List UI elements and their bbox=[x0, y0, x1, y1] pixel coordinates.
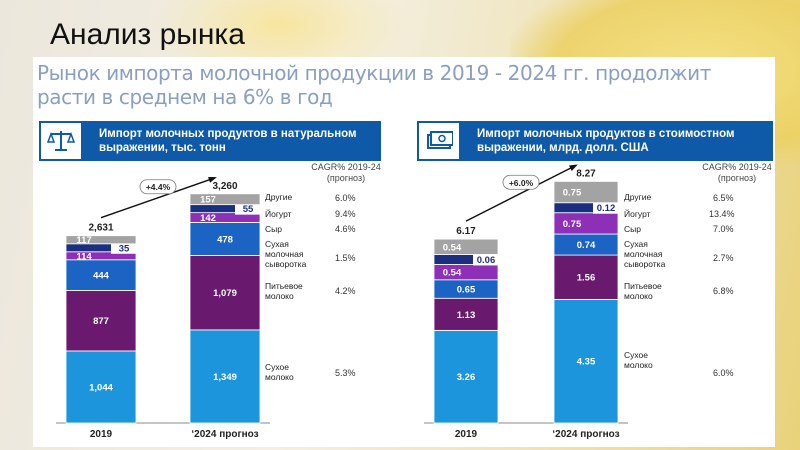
left-growth-arrow bbox=[100, 177, 216, 219]
left-panel-header: Импорт молочных продуктов в натуральном … bbox=[39, 121, 381, 161]
right-legend-other: Другие bbox=[624, 192, 652, 202]
right-label-yogurt-0: 0.06 bbox=[477, 255, 496, 266]
right-cagr-cheese: 7.0% bbox=[713, 224, 734, 234]
left-legend-whey: Сухая молочная сыворотка bbox=[265, 239, 307, 269]
left-yogurt-label-box-1 bbox=[235, 202, 261, 215]
left-bar-whey-0 bbox=[65, 259, 137, 291]
right-label-dry-milk-1: 4.35 bbox=[577, 357, 596, 368]
money-icon bbox=[417, 121, 461, 161]
slide-title: Анализ рынка bbox=[50, 18, 245, 51]
right-cagr-yogurt: 13.4% bbox=[709, 209, 735, 219]
right-category-0: 2019 bbox=[455, 429, 478, 440]
right-value-chart: 3.26 1.13 0.65 0.54 0.06 0.54 6.17 2019 4.35 1.56… bbox=[424, 164, 628, 440]
right-legend-dry-milk: Сухое молоко bbox=[624, 350, 653, 370]
right-yogurt-label-box-0 bbox=[473, 253, 499, 266]
right-bar-other-0 bbox=[433, 238, 499, 255]
right-cagr-header: CAGR% 2019-24 (прогноз) bbox=[702, 162, 772, 183]
left-label-yogurt-1: 55 bbox=[243, 204, 254, 215]
left-label-other-0: 117 bbox=[76, 235, 91, 246]
right-cagr-dry-milk: 6.0% bbox=[713, 368, 734, 378]
left-label-whey-1: 478 bbox=[217, 234, 233, 245]
right-label-cheese-0: 0.54 bbox=[443, 268, 462, 279]
right-growth-arrow bbox=[465, 164, 577, 222]
right-label-other-1: 0.75 bbox=[563, 188, 582, 199]
right-bar-dry-milk-1 bbox=[553, 298, 619, 424]
left-yogurt-label-box-0 bbox=[111, 241, 137, 254]
left-total-1: 3,260 bbox=[212, 181, 237, 192]
right-bar-other-1 bbox=[553, 181, 619, 204]
left-category-1: ‘2024 прогноз bbox=[191, 429, 258, 440]
right-label-other-0: 0.54 bbox=[443, 242, 462, 253]
left-label-dry-milk-1: 1,349 bbox=[213, 372, 237, 383]
left-bar-other-0 bbox=[65, 235, 137, 245]
left-panel-title: Импорт молочных продуктов в натуральном … bbox=[99, 128, 357, 154]
left-bar-whey-1 bbox=[189, 222, 261, 256]
left-cagr-header: CAGR% 2019-24 (прогноз) bbox=[311, 162, 381, 183]
right-label-whey-0: 0.65 bbox=[457, 285, 476, 296]
left-growth-label: +4.4% bbox=[146, 182, 171, 192]
left-growth-badge bbox=[139, 179, 177, 195]
right-total-0: 6.17 bbox=[456, 226, 476, 237]
left-legend-drinking-milk: Питьевое молоко bbox=[265, 281, 303, 301]
left-label-dry-milk-0: 1,044 bbox=[89, 382, 113, 393]
left-legend-yogurt: Йогурт bbox=[265, 209, 292, 219]
left-category-0: 2019 bbox=[90, 429, 113, 440]
left-bar-drinking-milk-0 bbox=[65, 290, 137, 352]
right-bar-drinking-milk-1 bbox=[553, 254, 619, 300]
content-card: Рынок импорта молочной продукции в 2019 … bbox=[33, 57, 775, 447]
left-bar-dry-milk-0 bbox=[65, 350, 137, 424]
scales-icon bbox=[39, 121, 83, 161]
right-cagr-other: 6.5% bbox=[713, 193, 734, 203]
left-cagr-drinking-milk: 4.2% bbox=[335, 286, 356, 296]
right-label-drinking-milk-1: 1.56 bbox=[577, 273, 596, 284]
right-growth-badge bbox=[502, 174, 540, 190]
right-bar-dry-milk-0 bbox=[433, 329, 499, 424]
right-label-yogurt-1: 0.12 bbox=[597, 203, 616, 214]
right-growth-arrowhead bbox=[569, 164, 578, 171]
right-legend-whey: Сухая молочная сыворотка bbox=[624, 239, 666, 269]
left-cagr-whey: 1.5% bbox=[335, 253, 356, 263]
right-panel-title: Импорт молочных продуктов в стоимостном … bbox=[477, 128, 735, 154]
left-label-other-1: 157 bbox=[200, 195, 216, 206]
right-yogurt-label-box-1 bbox=[593, 201, 619, 214]
left-label-drinking-milk-1: 1,079 bbox=[213, 288, 237, 299]
right-cagr-whey: 2.7% bbox=[713, 253, 734, 263]
right-legend-cheese: Сыр bbox=[624, 224, 641, 234]
left-total-0: 2,631 bbox=[88, 223, 113, 234]
left-label-cheese-0: 114 bbox=[76, 251, 92, 262]
left-cagr-dry-milk: 5.3% bbox=[335, 368, 356, 378]
right-label-cheese-1: 0.75 bbox=[563, 219, 582, 230]
left-cagr-cheese: 4.6% bbox=[335, 224, 356, 234]
right-label-dry-milk-0: 3.26 bbox=[457, 372, 476, 383]
left-cagr-yogurt: 9.4% bbox=[335, 209, 356, 219]
left-label-drinking-milk-0: 877 bbox=[93, 316, 109, 327]
left-label-whey-0: 444 bbox=[93, 271, 110, 282]
right-growth-label: +6.0% bbox=[509, 178, 534, 188]
right-panel-header: Импорт молочных продуктов в стоимостном … bbox=[417, 121, 773, 161]
right-label-drinking-milk-0: 1.13 bbox=[457, 310, 476, 321]
left-legend-cheese: Сыр bbox=[265, 224, 282, 234]
right-category-1: ‘2024 прогноз bbox=[552, 429, 619, 440]
right-bar-drinking-milk-0 bbox=[433, 297, 499, 331]
left-growth-arrowhead bbox=[208, 177, 217, 183]
left-legend-other: Другие bbox=[265, 192, 293, 202]
right-label-whey-1: 0.74 bbox=[577, 240, 596, 251]
left-label-yogurt-0: 35 bbox=[119, 243, 130, 254]
left-legend-dry-milk: Сухое молоко bbox=[265, 362, 294, 382]
right-legend-drinking-milk: Питьевое молоко bbox=[624, 281, 662, 301]
left-bar-dry-milk-1 bbox=[189, 329, 261, 424]
right-total-1: 8.27 bbox=[576, 168, 596, 179]
right-cagr-drinking-milk: 6.8% bbox=[713, 286, 734, 296]
left-label-cheese-1: 142 bbox=[200, 213, 216, 224]
left-cagr-other: 6.0% bbox=[335, 193, 356, 203]
left-bar-other-1 bbox=[189, 193, 261, 206]
right-legend-yogurt: Йогурт bbox=[624, 209, 651, 219]
headline: Рынок импорта молочной продукции в 2019 … bbox=[37, 61, 711, 109]
